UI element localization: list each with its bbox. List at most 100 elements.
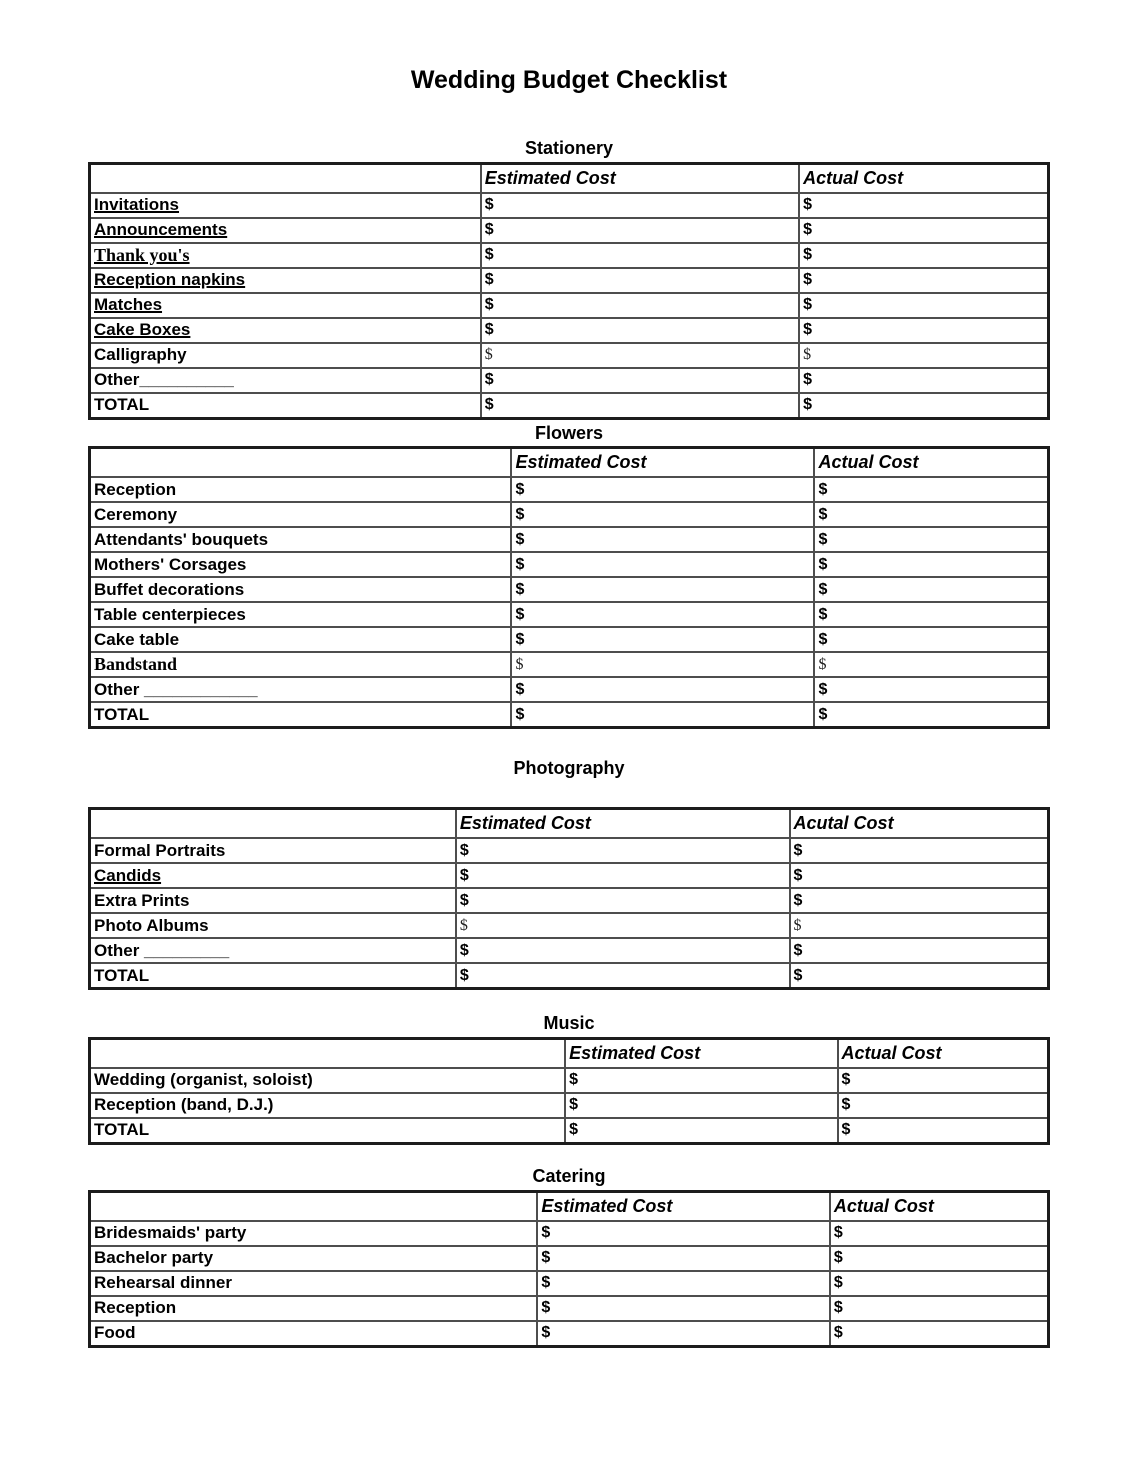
estimated-cost-header: Estimated Cost [564, 1037, 839, 1069]
dollar-sign: $ [484, 296, 494, 314]
dollar-sign: $ [569, 1096, 579, 1114]
dollar-sign: $ [459, 891, 469, 909]
table-row: Invitations $ $ [88, 191, 1050, 219]
table-row: Reception $ $ [88, 1294, 1050, 1322]
item-label-cell: Matches [88, 291, 482, 319]
actual-cost-cell: $ [836, 1091, 1050, 1119]
item-label-cell: Bridesmaids' party [88, 1219, 539, 1247]
dollar-sign: $ [541, 1224, 551, 1242]
dollar-sign: $ [569, 1071, 579, 1089]
table-row: Candids $ $ [88, 862, 1050, 890]
dollar-sign: $ [833, 1249, 843, 1267]
actual-cost-cell: $ [828, 1244, 1050, 1272]
dollar-sign: $ [833, 1299, 843, 1317]
item-label-cell: TOTAL [88, 1116, 567, 1145]
dollar-sign: $ [803, 346, 812, 364]
section-music: Music Estimated Cost Actual Cost Wedding… [88, 1013, 1050, 1145]
dollar-sign: $ [803, 271, 813, 289]
table-row: Rehearsal dinner $ $ [88, 1269, 1050, 1297]
actual-cost-cell: $ [828, 1269, 1050, 1297]
dollar-sign: $ [803, 221, 813, 239]
item-label-cell: Thank you's [88, 241, 482, 269]
item-label-cell: TOTAL [88, 962, 457, 990]
dollar-sign: $ [841, 1121, 851, 1139]
dollar-sign: $ [793, 966, 803, 984]
actual-cost-cell: $ [813, 501, 1050, 529]
dollar-sign: $ [793, 841, 803, 859]
dollar-sign: $ [484, 371, 494, 389]
item-label: TOTAL [94, 704, 150, 724]
table-row: Thank you's $ $ [88, 241, 1050, 269]
dollar-sign: $ [803, 246, 813, 264]
actual-cost-cell: $ [836, 1066, 1050, 1094]
item-label: Ceremony [94, 504, 178, 524]
header-empty-cell [88, 807, 457, 840]
actual-cost-cell: $ [788, 862, 1050, 890]
dollar-sign: $ [793, 891, 803, 909]
table-row: TOTAL $ $ [88, 701, 1050, 729]
dollar-sign: $ [459, 866, 469, 884]
estimated-cost-cell: $ [564, 1116, 839, 1145]
actual-cost-cell: $ [813, 601, 1050, 629]
actual-cost-cell: $ [798, 366, 1050, 394]
estimated-cost-cell: $ [536, 1319, 831, 1348]
table-row: Ceremony $ $ [88, 501, 1050, 529]
actual-cost-cell: $ [788, 937, 1050, 965]
estimated-cost-cell: $ [510, 626, 816, 654]
item-label: Buffet decorations [94, 579, 245, 599]
estimated-cost-cell: $ [510, 701, 816, 729]
table-row: Bridesmaids' party $ $ [88, 1219, 1050, 1247]
actual-cost-cell: $ [813, 476, 1050, 504]
estimated-cost-header: Estimated Cost [536, 1190, 831, 1222]
actual-cost-cell: $ [798, 191, 1050, 219]
actual-cost-header: Actual Cost [828, 1190, 1050, 1222]
item-label-cell: Ceremony [88, 501, 513, 529]
dollar-sign: $ [459, 941, 469, 959]
header-empty-cell [88, 162, 482, 194]
estimated-cost-cell: $ [510, 576, 816, 604]
actual-cost-cell: $ [798, 391, 1050, 420]
item-label-cell: Rehearsal dinner [88, 1269, 539, 1297]
dollar-sign: $ [803, 396, 813, 414]
item-label-cell: TOTAL [88, 391, 482, 420]
table-header-row: Estimated Cost Actual Cost [88, 1037, 1050, 1069]
table-row: Announcements $ $ [88, 216, 1050, 244]
estimated-cost-cell: $ [479, 391, 801, 420]
table-row: Other ____________ $ $ [88, 676, 1050, 704]
dollar-sign: $ [818, 630, 828, 648]
estimated-cost-cell: $ [454, 887, 791, 915]
estimated-cost-cell: $ [536, 1294, 831, 1322]
item-label: Mothers' Corsages [94, 554, 247, 574]
item-label-cell: Mothers' Corsages [88, 551, 513, 579]
item-label-cell: Wedding (organist, soloist) [88, 1066, 567, 1094]
item-label: Wedding (organist, soloist) [94, 1070, 313, 1090]
item-label: Cake Boxes [94, 320, 191, 340]
budget-table: Estimated Cost Actual Cost Invitations $… [88, 161, 1050, 420]
dollar-sign: $ [515, 530, 525, 548]
estimated-cost-cell: $ [536, 1269, 831, 1297]
actual-cost-cell: $ [813, 651, 1050, 679]
dollar-sign: $ [818, 480, 828, 498]
item-label-cell: Attendants' bouquets [88, 526, 513, 554]
estimated-cost-cell: $ [479, 216, 801, 244]
table-row: Cake table $ $ [88, 626, 1050, 654]
estimated-cost-cell: $ [479, 266, 801, 294]
item-label: Bachelor party [94, 1248, 214, 1268]
table-row: Matches $ $ [88, 291, 1050, 319]
dollar-sign: $ [484, 321, 494, 339]
estimated-cost-cell: $ [510, 476, 816, 504]
item-label: Rehearsal dinner [94, 1273, 232, 1293]
estimated-cost-cell: $ [454, 912, 791, 940]
dollar-sign: $ [515, 705, 525, 723]
item-label: Extra Prints [94, 890, 190, 910]
actual-cost-cell: $ [813, 551, 1050, 579]
estimated-cost-cell: $ [479, 366, 801, 394]
actual-cost-cell: $ [813, 526, 1050, 554]
budget-table: Estimated Cost Acutal Cost Formal Portra… [88, 807, 1050, 991]
item-label-cell: Table centerpieces [88, 601, 513, 629]
table-row: Mothers' Corsages $ $ [88, 551, 1050, 579]
item-label-cell: Extra Prints [88, 887, 457, 915]
actual-cost-header: Actual Cost [836, 1037, 1050, 1069]
dollar-sign: $ [569, 1121, 579, 1139]
